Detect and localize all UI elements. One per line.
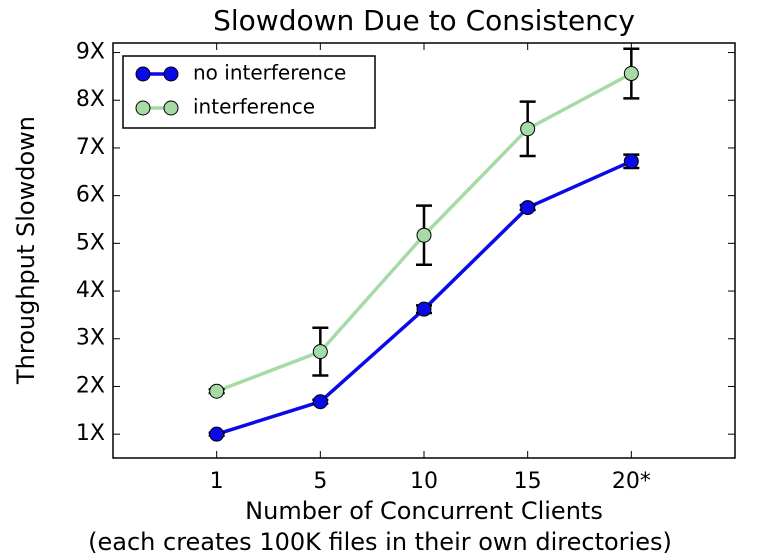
x-tick-label: 15: [514, 469, 542, 494]
y-tick-label: 2X: [76, 373, 105, 398]
legend-box: [122, 55, 376, 129]
chart-title: Slowdown Due to Consistency: [213, 4, 635, 37]
y-tick-label: 8X: [76, 87, 105, 112]
marker: [520, 200, 536, 216]
marker: [416, 301, 432, 317]
y-axis-label: Throughput Slowdown: [12, 116, 40, 385]
marker: [416, 227, 432, 243]
y-tick-label: 1X: [76, 421, 105, 446]
legend-label: no interference: [193, 61, 346, 85]
marker: [623, 153, 639, 169]
legend-marker: [135, 66, 151, 82]
marker: [209, 426, 225, 442]
y-tick-label: 4X: [76, 278, 105, 303]
marker: [312, 394, 328, 410]
y-tick-label: 7X: [76, 135, 105, 160]
x-tick-label: 5: [313, 469, 327, 494]
legend-marker: [135, 100, 151, 116]
x-tick-label: 10: [410, 469, 438, 494]
x-tick-label: 20*: [612, 469, 651, 494]
y-tick-label: 9X: [76, 40, 105, 65]
plot-frame: [112, 42, 736, 459]
legend-marker: [163, 66, 179, 82]
marker: [623, 66, 639, 82]
marker: [209, 383, 225, 399]
marker: [312, 344, 328, 360]
x-tick-label: 1: [210, 469, 224, 494]
y-tick-label: 6X: [76, 183, 105, 208]
series-line: [216, 159, 633, 436]
y-tick-label: 3X: [76, 326, 105, 351]
legend-marker: [163, 100, 179, 116]
y-tick-label: 5X: [76, 230, 105, 255]
legend-label: interference: [193, 95, 315, 119]
marker: [520, 121, 536, 137]
x-axis-label-note: (each creates 100K files in their own di…: [88, 528, 672, 556]
x-axis-label: Number of Concurrent Clients: [245, 497, 603, 525]
